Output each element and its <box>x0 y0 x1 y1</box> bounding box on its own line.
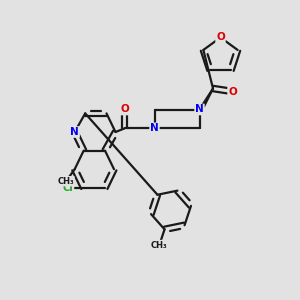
Text: O: O <box>228 86 237 97</box>
Text: CH₃: CH₃ <box>151 241 168 250</box>
Text: O: O <box>216 32 225 43</box>
Text: O: O <box>120 104 129 115</box>
Text: Cl: Cl <box>63 183 74 193</box>
Text: N: N <box>70 127 79 137</box>
Text: CH₃: CH₃ <box>57 177 74 186</box>
Text: N: N <box>150 123 159 134</box>
Text: N: N <box>195 104 204 115</box>
